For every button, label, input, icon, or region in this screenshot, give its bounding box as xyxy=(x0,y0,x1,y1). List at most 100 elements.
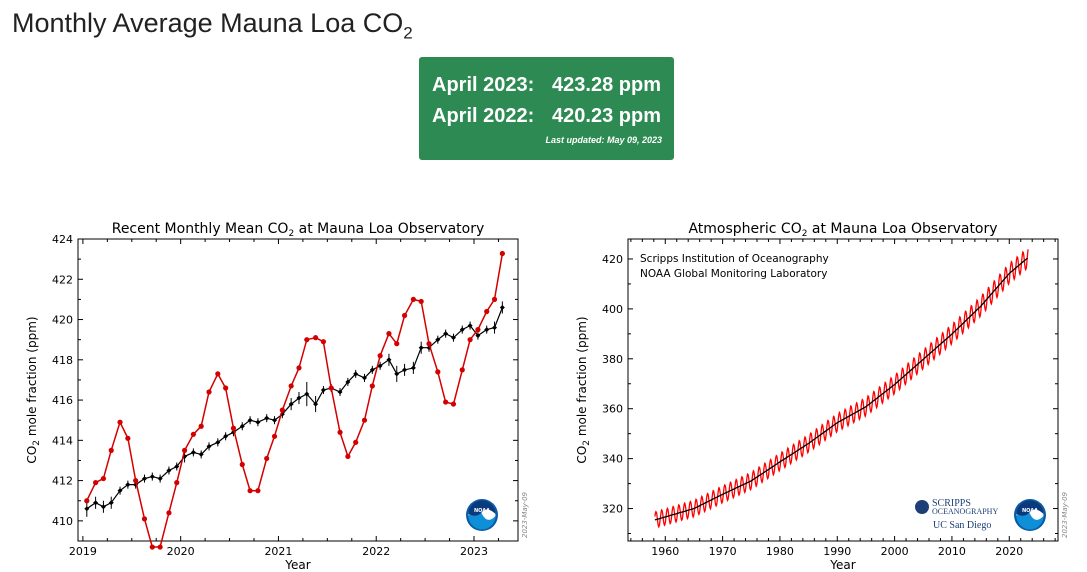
x-tick-label: 2020 xyxy=(995,545,1023,558)
monthly-mean-point xyxy=(386,331,392,337)
trend-point xyxy=(475,333,481,339)
monthly-mean-point xyxy=(459,367,465,373)
monthly-mean-point xyxy=(166,510,172,516)
y-tick-label: 320 xyxy=(602,503,623,516)
noaa-logo: NOAA xyxy=(466,499,498,531)
trend-point xyxy=(394,371,400,377)
x-axis-label: Year xyxy=(284,558,310,572)
monthly-mean-point xyxy=(198,423,204,429)
monthly-mean-point xyxy=(181,447,188,453)
trend-point xyxy=(272,417,278,423)
trend-point xyxy=(345,379,351,385)
monthly-mean-point xyxy=(247,488,253,494)
plot-frame xyxy=(627,238,1059,542)
monthly-mean-point xyxy=(410,296,416,302)
monthly-mean-point xyxy=(369,383,375,389)
chart-annotation-2: NOAA Global Monitoring Laboratory xyxy=(640,268,827,280)
trend-point xyxy=(377,363,383,369)
scripps-logo-line1: SCRIPPS xyxy=(932,498,971,509)
trend-point xyxy=(206,443,212,449)
monthly-mean-point xyxy=(450,401,457,407)
x-tick-label: 2021 xyxy=(264,545,292,558)
trend-point xyxy=(369,367,375,373)
y-tick-label: 400 xyxy=(602,303,623,316)
y-tick-label: 420 xyxy=(52,314,73,327)
monthly-mean-point xyxy=(443,399,449,405)
trend-point xyxy=(125,482,131,488)
trend-point xyxy=(410,365,416,371)
trend-point xyxy=(198,451,204,457)
monthly-mean-point xyxy=(157,544,163,550)
noaa-logo-sky xyxy=(468,500,496,516)
trend-point xyxy=(313,401,319,407)
latest-co2-box: April 2023: 423.28 ppm April 2022: 420.2… xyxy=(419,57,674,160)
x-tick-label: 2022 xyxy=(362,545,390,558)
scripps-logo-line2: OCEANOGRAPHY xyxy=(932,507,998,516)
trend-point xyxy=(386,357,392,363)
full-record-co2-chart: 1960 1970 1980 1990 2000 2010 2020 320 340 360 380… xyxy=(565,212,1075,572)
trend-point xyxy=(166,468,172,474)
trend-point xyxy=(499,304,505,310)
trend-point xyxy=(296,395,302,401)
monthly-mean-point xyxy=(264,455,270,462)
plot-frame xyxy=(77,238,519,542)
monthly-mean-point xyxy=(125,435,131,441)
trend-point xyxy=(264,415,270,421)
monthly-mean-point xyxy=(394,341,400,347)
trend-point xyxy=(215,439,221,445)
monthly-mean-point xyxy=(141,516,148,522)
monthly-mean-point xyxy=(279,407,285,413)
trend-point xyxy=(157,476,163,482)
trend-point xyxy=(288,401,294,407)
chart-title: Atmospheric CO2 at Mauna Loa Observatory xyxy=(688,221,997,239)
y-tick-label: 412 xyxy=(52,475,73,488)
monthly-mean-point xyxy=(320,339,327,345)
trend-point xyxy=(418,345,424,351)
trend-point xyxy=(450,335,456,341)
y-tick-label: 418 xyxy=(52,354,73,367)
trend-co2-line xyxy=(654,257,1029,521)
monthly-mean-point xyxy=(304,337,310,343)
date-watermark: 2023-May-09 xyxy=(521,491,529,538)
monthly-mean-point xyxy=(239,461,245,468)
trend-point xyxy=(353,371,359,377)
monthly-mean-point xyxy=(418,298,424,305)
trend-point xyxy=(459,327,465,333)
noaa-logo: NOAA xyxy=(1014,499,1046,531)
trend-point xyxy=(361,375,367,381)
monthly-mean-point xyxy=(108,447,114,453)
x-tick-label: 2020 xyxy=(167,545,195,558)
y-tick-label: 340 xyxy=(602,453,623,466)
monthly-mean-point xyxy=(117,419,123,425)
monthly-mean-point xyxy=(353,439,359,445)
monthly-mean-point xyxy=(215,371,221,377)
previous-year-value: 420.23 ppm xyxy=(552,105,661,127)
monthly-mean-point xyxy=(174,480,180,486)
current-month-label: April 2023: xyxy=(432,74,535,96)
monthly-mean-point xyxy=(84,498,90,504)
chart-title: Recent Monthly Mean CO2 at Mauna Loa Obs… xyxy=(112,221,485,239)
monthly-mean-point xyxy=(271,433,278,439)
trend-point xyxy=(247,417,253,423)
monthly-mean-point xyxy=(100,475,107,482)
monthly-mean-point xyxy=(223,385,229,391)
trend-point xyxy=(149,474,155,480)
monthly-mean-point xyxy=(255,488,261,494)
monthly-mean-point xyxy=(484,308,490,315)
trend-point xyxy=(84,506,90,512)
monthly-mean-point xyxy=(345,453,351,460)
monthly-mean-point xyxy=(475,327,481,333)
noaa-logo-text: NOAA xyxy=(1022,508,1038,514)
monthly-mean-point xyxy=(377,353,383,359)
trend-series-line xyxy=(86,307,503,510)
recent-co2-chart: 2019 2020 2021 2022 2023 410 412 414 416 418 420 42… xyxy=(20,212,529,572)
date-watermark: 2023-May-09 xyxy=(1061,491,1069,538)
trend-point xyxy=(141,476,147,482)
x-tick-label: 2010 xyxy=(938,545,966,558)
recent-co2-chart-svg: 2019 2020 2021 2022 2023 410 412 414 416 418 420 42… xyxy=(25,221,529,572)
trend-point xyxy=(484,327,490,333)
x-tick-label: 2019 xyxy=(69,545,97,558)
monthly-mean-point xyxy=(491,296,498,302)
trend-point xyxy=(93,500,99,506)
